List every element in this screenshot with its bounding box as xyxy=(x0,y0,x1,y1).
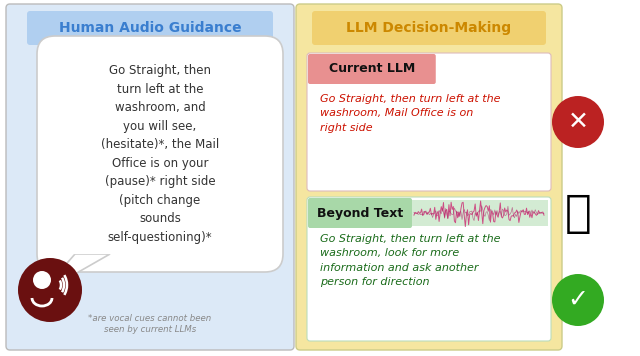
Text: Beyond Text: Beyond Text xyxy=(317,206,403,220)
Circle shape xyxy=(33,271,51,289)
FancyBboxPatch shape xyxy=(312,11,546,45)
FancyBboxPatch shape xyxy=(307,53,551,191)
Text: ✕: ✕ xyxy=(568,110,589,134)
FancyBboxPatch shape xyxy=(308,198,412,228)
Text: ✓: ✓ xyxy=(568,288,589,312)
FancyBboxPatch shape xyxy=(296,4,562,350)
Text: Human Audio Guidance: Human Audio Guidance xyxy=(59,21,241,35)
FancyBboxPatch shape xyxy=(308,54,436,84)
Circle shape xyxy=(18,258,82,322)
Text: Go Straight, then turn left at the
washroom, look for more
information and ask a: Go Straight, then turn left at the washr… xyxy=(320,234,500,287)
Text: Go Straight, then
turn left at the
washroom, and
you will see,
(hesitate)*, the : Go Straight, then turn left at the washr… xyxy=(101,64,219,244)
Text: 🤖: 🤖 xyxy=(564,193,591,236)
Text: Go Straight, then turn left at the
washroom, Mail Office is on
right side: Go Straight, then turn left at the washr… xyxy=(320,94,500,133)
FancyBboxPatch shape xyxy=(27,11,273,45)
FancyBboxPatch shape xyxy=(6,4,294,350)
FancyBboxPatch shape xyxy=(307,197,551,341)
Text: *are vocal cues cannot been
seen by current LLMs: *are vocal cues cannot been seen by curr… xyxy=(88,314,212,334)
Circle shape xyxy=(552,96,604,148)
Polygon shape xyxy=(40,254,110,294)
Text: Current LLM: Current LLM xyxy=(329,63,415,75)
FancyBboxPatch shape xyxy=(410,200,548,226)
FancyBboxPatch shape xyxy=(37,36,283,272)
Circle shape xyxy=(552,274,604,326)
Text: LLM Decision-Making: LLM Decision-Making xyxy=(346,21,511,35)
